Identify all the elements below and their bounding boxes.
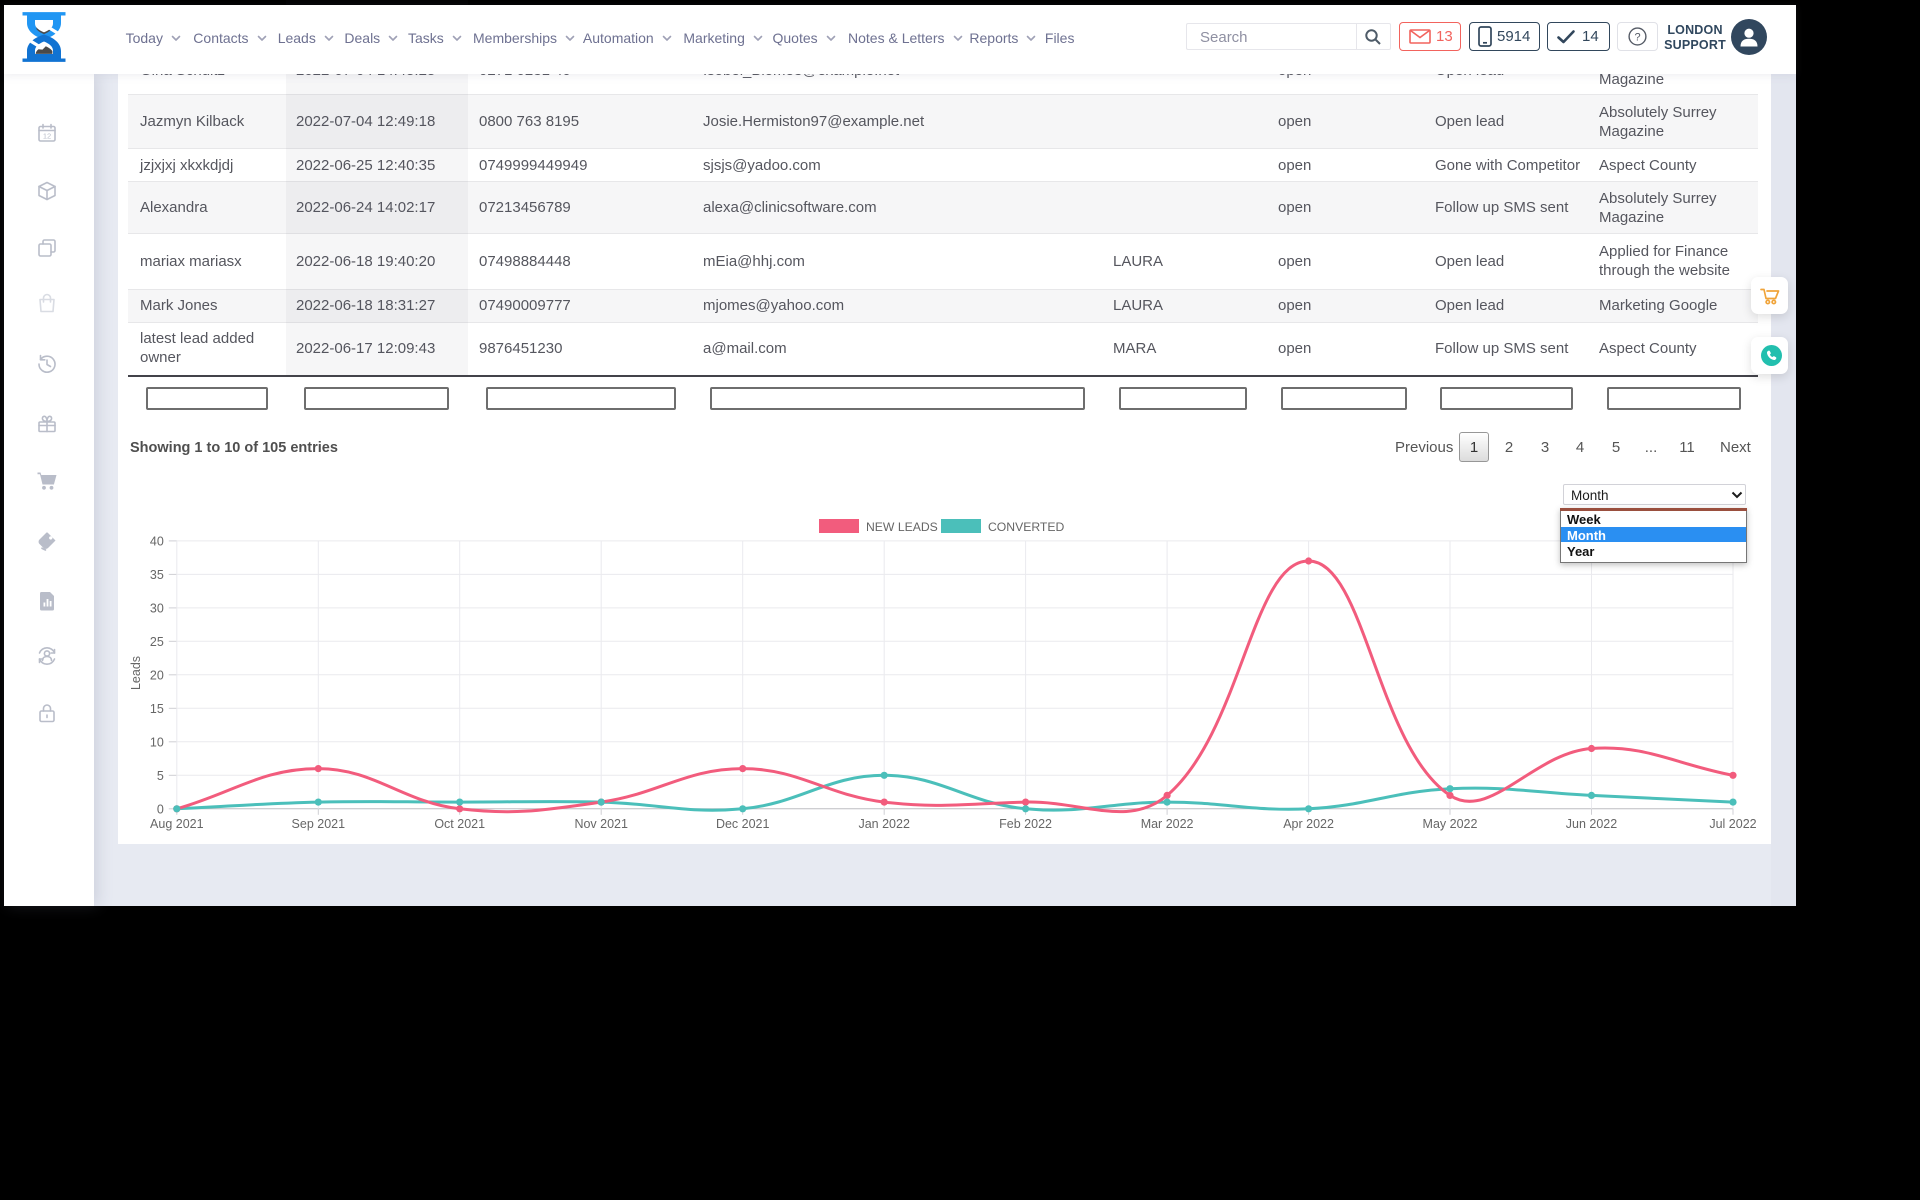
svg-text:Mar 2022: Mar 2022 [1141,817,1194,831]
svg-text:Jun 2022: Jun 2022 [1566,817,1617,831]
svg-text:May 2022: May 2022 [1423,817,1478,831]
svg-text:Leads: Leads [129,656,143,690]
svg-text:?: ? [1634,31,1640,43]
svg-text:40: 40 [150,534,164,548]
svg-text:Nov 2021: Nov 2021 [574,817,628,831]
svg-text:Dec 2021: Dec 2021 [716,817,770,831]
svg-text:Jul 2022: Jul 2022 [1709,817,1756,831]
svg-text:10: 10 [150,735,164,749]
svg-text:35: 35 [150,568,164,582]
svg-text:Jan 2022: Jan 2022 [858,817,909,831]
svg-text:Oct 2021: Oct 2021 [434,817,485,831]
svg-text:12: 12 [43,132,51,141]
svg-text:5: 5 [157,769,164,783]
svg-text:Apr 2022: Apr 2022 [1283,817,1334,831]
svg-text:30: 30 [150,601,164,615]
svg-text:Feb 2022: Feb 2022 [999,817,1052,831]
svg-text:25: 25 [150,635,164,649]
svg-text:Aug 2021: Aug 2021 [150,817,204,831]
svg-text:Sep 2021: Sep 2021 [292,817,346,831]
svg-text:0: 0 [157,802,164,816]
svg-text:15: 15 [150,702,164,716]
svg-text:20: 20 [150,668,164,682]
